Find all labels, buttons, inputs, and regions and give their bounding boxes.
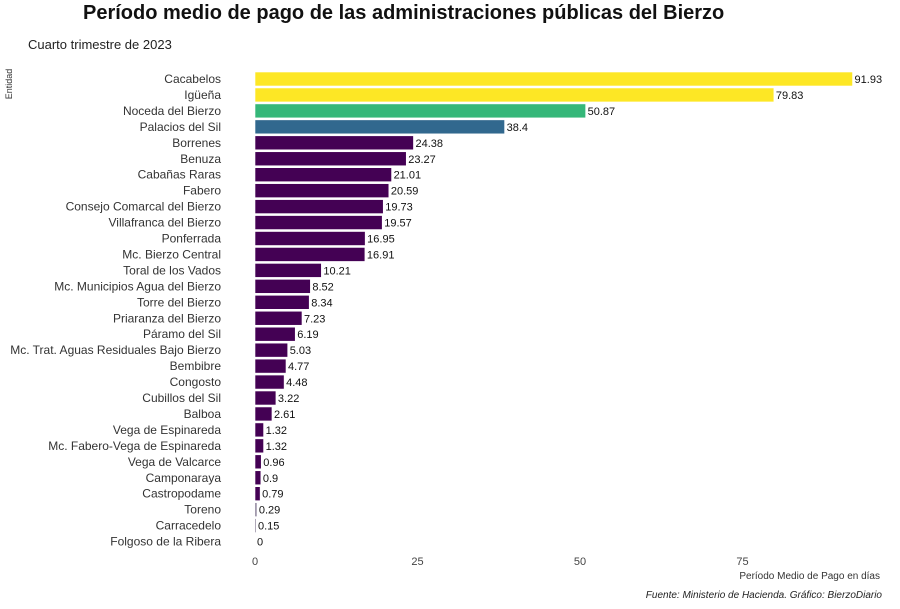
value-label: 0.15 [258, 521, 279, 533]
bar [254, 374, 285, 390]
category-label: Fabero [183, 184, 221, 198]
value-label: 24.38 [415, 138, 443, 150]
category-label: Camponaraya [146, 471, 222, 485]
category-label: Balboa [184, 407, 222, 421]
bar [254, 151, 407, 167]
category-label: Priaranza del Bierzo [113, 311, 221, 325]
category-label: Palacios del Sil [140, 120, 221, 134]
category-label: Toreno [184, 503, 221, 517]
category-label: Benuza [180, 152, 221, 166]
value-label: 0.79 [262, 489, 283, 501]
value-label: 19.57 [384, 218, 412, 230]
category-label: Páramo del Sil [143, 327, 221, 341]
value-label: 2.61 [274, 409, 295, 421]
chart-caption: Fuente: Ministerio de Hacienda. Gráfico:… [645, 590, 882, 601]
category-label: Toral de los Vados [123, 263, 221, 277]
chart-title: Período medio de pago de las administrac… [83, 2, 725, 24]
value-label: 21.01 [394, 170, 422, 182]
category-label: Cacabelos [164, 72, 221, 86]
value-label: 7.23 [304, 313, 325, 325]
value-label: 4.77 [288, 361, 309, 373]
value-label: 91.93 [855, 74, 883, 86]
category-label: Folgoso de la Ribera [110, 535, 221, 549]
bar [254, 470, 262, 486]
value-label: 19.73 [385, 202, 413, 214]
value-label: 6.19 [297, 329, 318, 341]
category-label: Mc. Bierzo Central [122, 247, 221, 261]
bar [254, 199, 384, 214]
x-tick-label: 50 [574, 556, 586, 568]
bar [254, 454, 262, 470]
bar [254, 342, 288, 358]
category-label: Mc. Fabero-Vega de Espinareda [48, 439, 221, 453]
value-label: 1.32 [266, 441, 287, 453]
value-label: 16.95 [367, 234, 395, 246]
x-axis-label: Período Medio de Pago en días [739, 571, 880, 582]
category-label: Mc. Trat. Aguas Residuales Bajo Bierzo [10, 343, 221, 357]
category-label: Cabañas Raras [138, 168, 221, 182]
value-label: 50.87 [588, 106, 616, 118]
bar [254, 71, 853, 87]
category-label: Cubillos del Sil [142, 391, 221, 405]
value-label: 0.9 [263, 473, 278, 485]
value-label: 8.34 [311, 297, 332, 309]
bar [254, 310, 303, 326]
bar [254, 294, 310, 310]
bar [254, 119, 505, 135]
category-label: Ponferrada [162, 232, 222, 246]
category-label: Mc. Municipios Agua del Bierzo [54, 279, 221, 293]
category-label: Igüeña [184, 88, 221, 102]
bar [254, 502, 258, 517]
bar [254, 406, 273, 422]
category-label: Noceda del Bierzo [123, 104, 221, 118]
bar [254, 390, 277, 406]
category-label: Bembibre [170, 359, 222, 373]
category-label: Consejo Comarcal del Bierzo [66, 200, 222, 214]
value-label: 79.83 [776, 90, 804, 102]
bar [254, 326, 296, 342]
y-axis-label: Entidad [4, 69, 14, 100]
value-label: 4.48 [286, 377, 307, 389]
value-label: 5.03 [290, 345, 311, 357]
value-label: 8.52 [312, 281, 333, 293]
value-label: 3.22 [278, 393, 299, 405]
bar [254, 103, 586, 119]
bar [254, 183, 390, 198]
bar [254, 486, 261, 502]
x-tick-label: 25 [411, 556, 423, 568]
chart-subtitle: Cuarto trimestre de 2023 [28, 37, 172, 52]
value-label: 10.21 [323, 265, 351, 277]
x-tick-label: 0 [252, 556, 258, 568]
category-label: Congosto [170, 375, 222, 389]
bar [254, 167, 392, 182]
bar [254, 135, 414, 151]
category-label: Carracedelo [156, 519, 222, 533]
value-label: 23.27 [408, 154, 436, 166]
bar [254, 231, 366, 246]
value-label: 1.32 [266, 425, 287, 437]
category-label: Torre del Bierzo [137, 295, 221, 309]
bar [254, 263, 322, 278]
category-label: Borrenes [172, 136, 221, 150]
value-label: 16.91 [367, 249, 395, 261]
category-label: Villafranca del Bierzo [108, 216, 221, 230]
bar [254, 215, 383, 230]
x-tick-label: 75 [736, 556, 748, 568]
value-label: 20.59 [391, 186, 419, 198]
bar [254, 438, 264, 454]
bar [254, 247, 366, 262]
category-label: Vega de Espinareda [113, 423, 221, 437]
bar [254, 518, 257, 533]
value-label: 38.4 [507, 122, 528, 134]
bar [254, 87, 775, 103]
category-label: Castropodame [142, 487, 221, 501]
value-label: 0.96 [263, 457, 284, 469]
value-label: 0 [257, 537, 263, 549]
bar [254, 422, 264, 438]
category-label: Vega de Valcarce [128, 455, 222, 469]
value-label: 0.29 [259, 505, 280, 517]
bar [254, 358, 287, 374]
bar [254, 279, 311, 294]
